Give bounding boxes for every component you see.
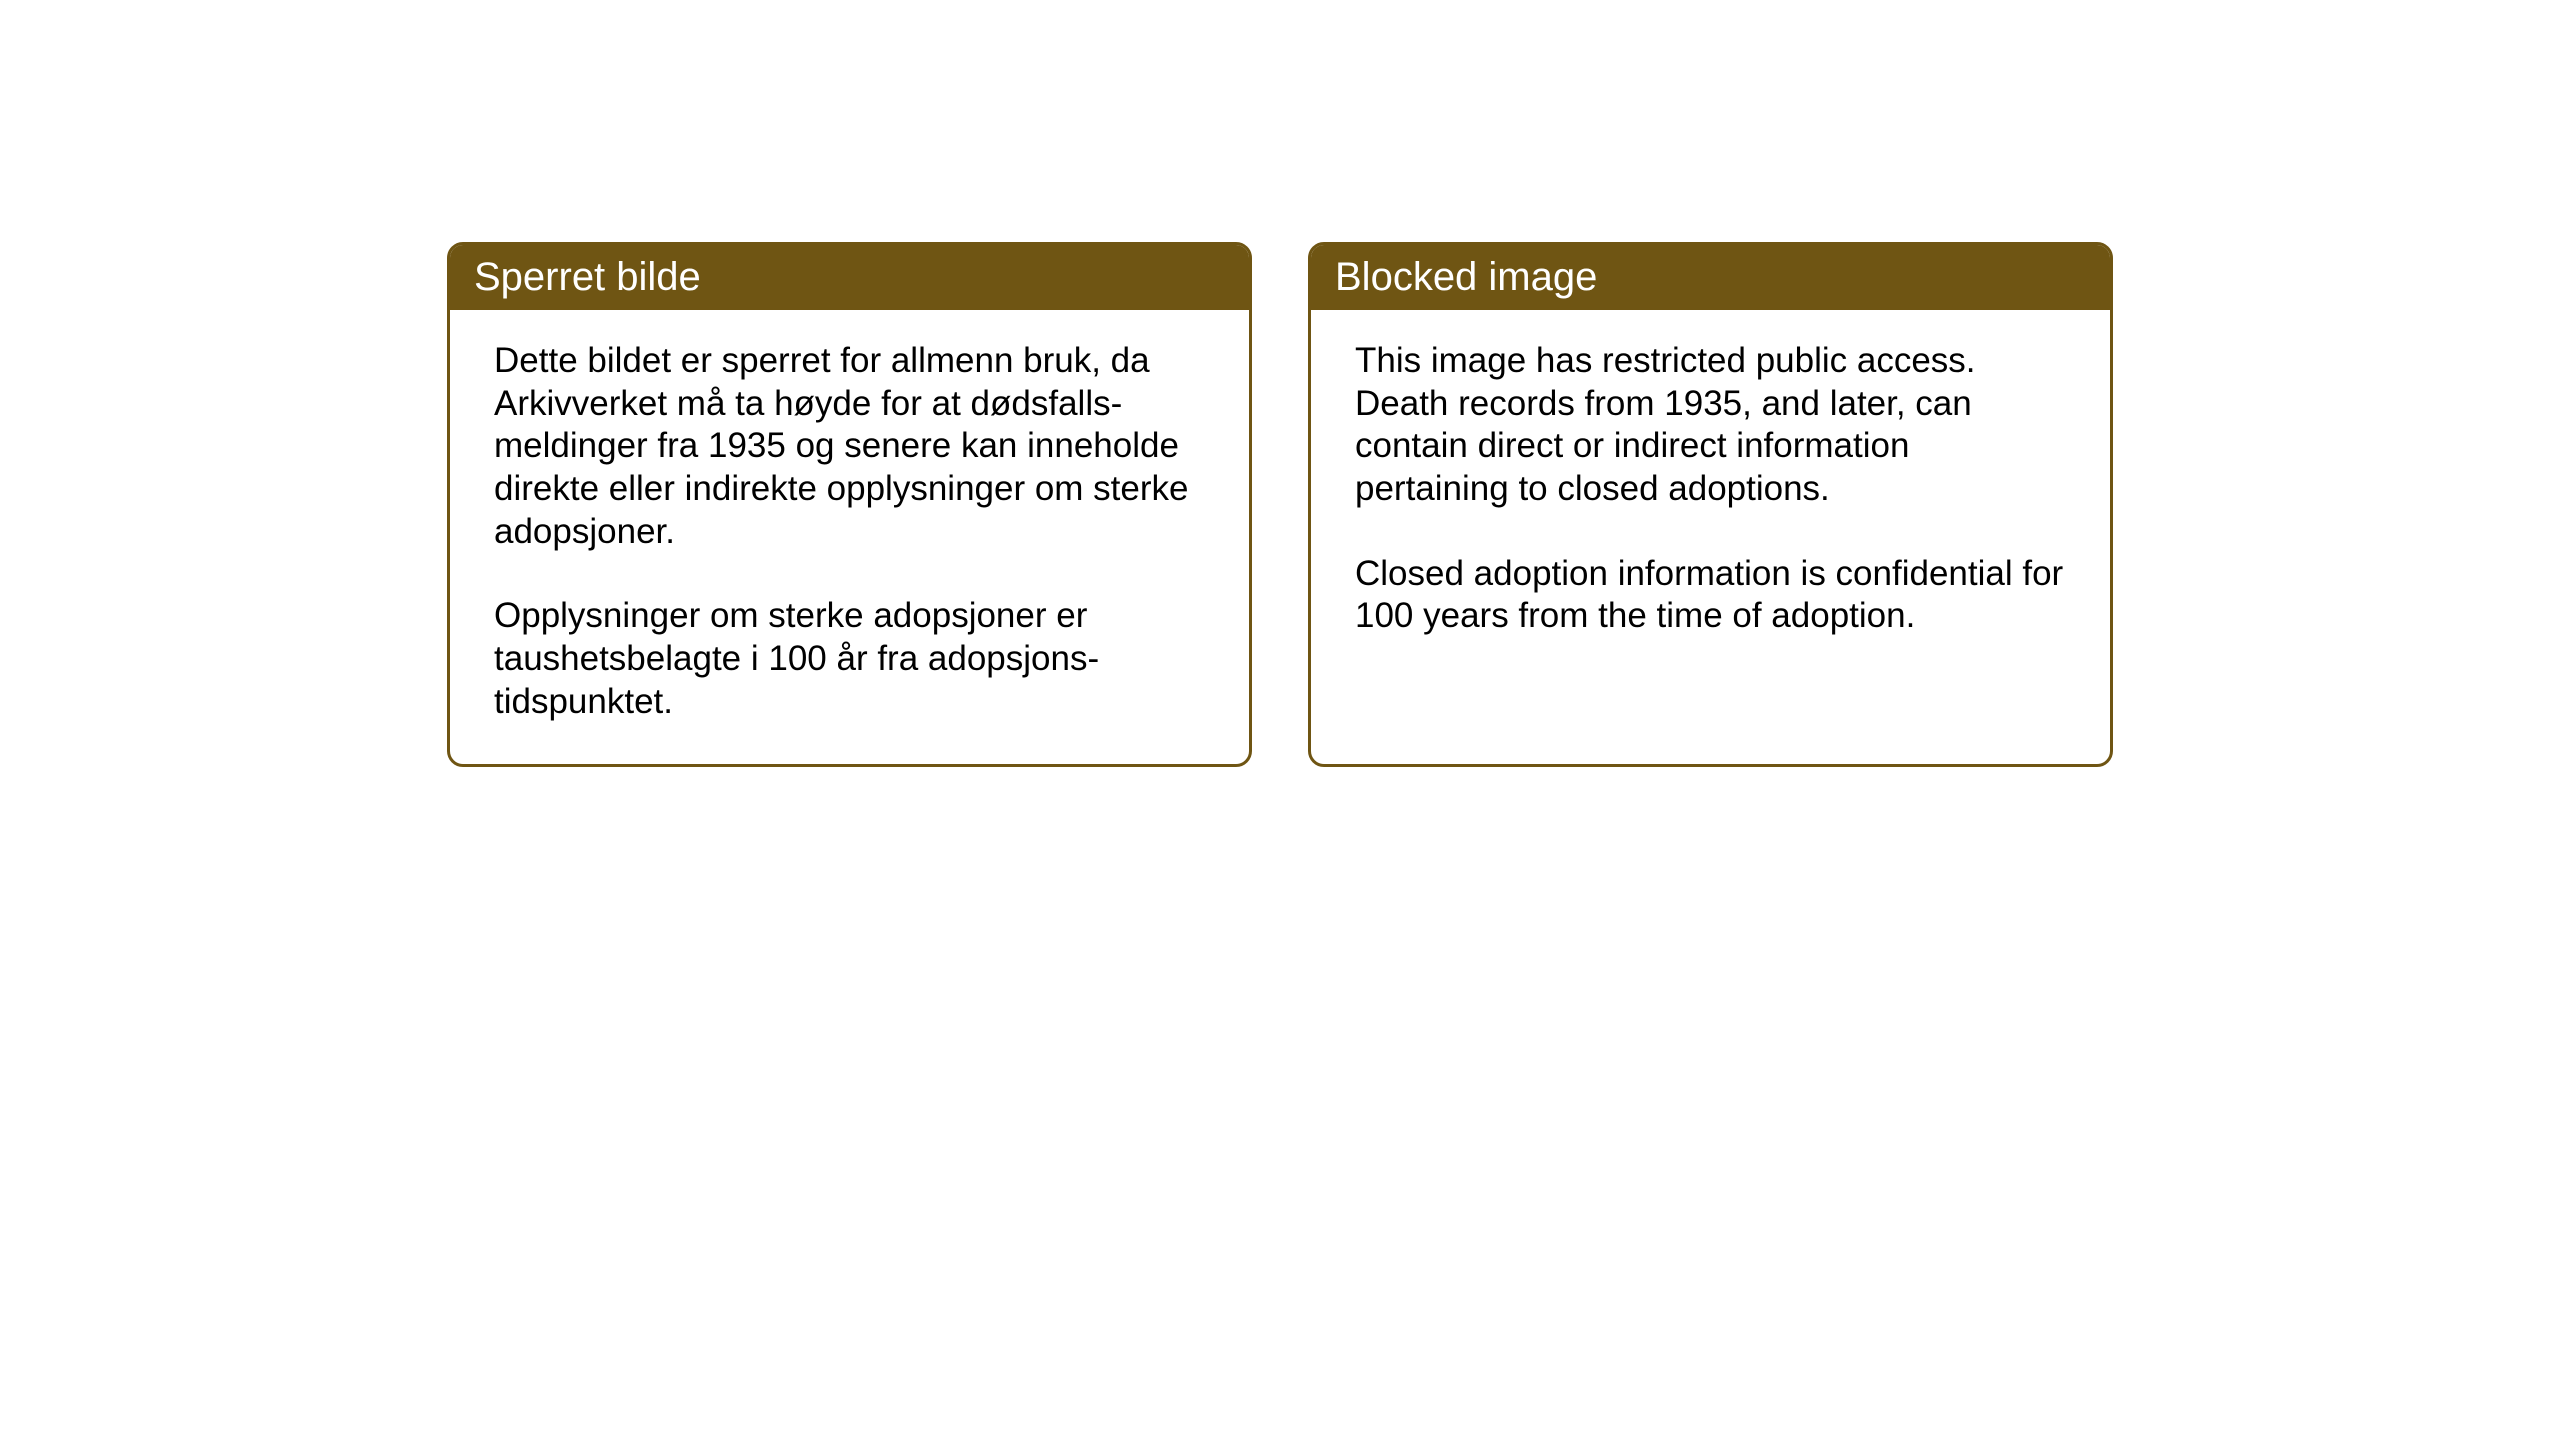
norwegian-card-body: Dette bildet er sperret for allmenn bruk… xyxy=(450,310,1249,764)
english-card-body: This image has restricted public access.… xyxy=(1311,310,2110,718)
english-paragraph-1: This image has restricted public access.… xyxy=(1355,340,2066,511)
english-paragraph-2: Closed adoption information is confident… xyxy=(1355,553,2066,638)
english-notice-card: Blocked image This image has restricted … xyxy=(1308,242,2113,767)
norwegian-paragraph-1: Dette bildet er sperret for allmenn bruk… xyxy=(494,340,1205,553)
norwegian-paragraph-2: Opplysninger om sterke adopsjoner er tau… xyxy=(494,595,1205,723)
notice-cards-container: Sperret bilde Dette bildet er sperret fo… xyxy=(447,242,2113,767)
norwegian-notice-card: Sperret bilde Dette bildet er sperret fo… xyxy=(447,242,1252,767)
norwegian-card-title: Sperret bilde xyxy=(450,245,1249,310)
english-card-title: Blocked image xyxy=(1311,245,2110,310)
